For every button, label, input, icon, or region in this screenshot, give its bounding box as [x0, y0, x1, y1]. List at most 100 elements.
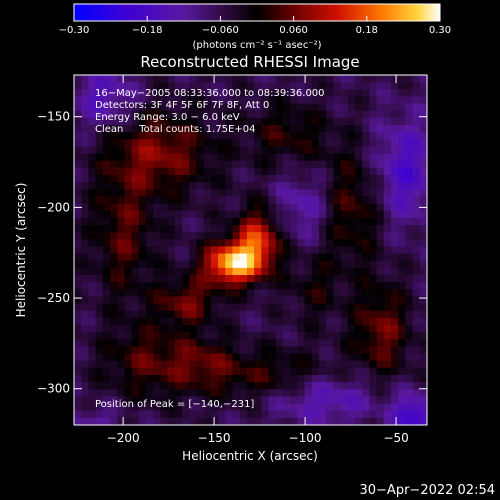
heatmap-cell — [225, 310, 234, 319]
heatmap-cell — [340, 89, 349, 98]
heatmap-cell — [297, 175, 306, 183]
heatmap-cell — [261, 403, 270, 412]
heatmap-cell — [326, 225, 334, 233]
heatmap-cell — [196, 82, 205, 90]
heatmap-cell — [153, 275, 162, 283]
heatmap-cell — [225, 217, 234, 226]
heatmap-cell — [340, 153, 349, 162]
heatmap-cell — [311, 89, 320, 98]
heatmap-cell — [196, 146, 205, 155]
heatmap-cell — [376, 267, 385, 276]
heatmap-cell — [239, 339, 248, 348]
heatmap-cell — [203, 289, 212, 298]
heatmap-cell — [88, 160, 97, 169]
heatmap-cell — [362, 103, 370, 112]
heatmap-cell — [340, 232, 349, 240]
x-tick-label: −50 — [383, 431, 408, 445]
heatmap-cell — [225, 403, 234, 412]
heatmap-cell — [225, 189, 234, 198]
heatmap-cell — [405, 189, 414, 198]
heatmap-cell — [167, 325, 176, 333]
heatmap-cell — [182, 232, 190, 240]
heatmap-cell — [138, 310, 147, 319]
heatmap-cell — [326, 332, 334, 340]
heatmap-cell — [290, 317, 298, 326]
heatmap-cell — [74, 117, 82, 126]
heatmap-cell — [239, 325, 248, 333]
heatmap-cell — [131, 389, 140, 398]
heatmap-cell — [182, 225, 190, 233]
heatmap-cell — [246, 103, 255, 112]
heatmap-cell — [318, 410, 327, 419]
heatmap-cell — [95, 339, 104, 348]
heatmap-cell — [333, 125, 342, 133]
heatmap-cell — [81, 275, 89, 283]
heatmap-cell — [333, 296, 342, 305]
heatmap-cell — [354, 275, 363, 283]
heatmap-cell — [304, 139, 313, 148]
heatmap-cell — [81, 160, 89, 169]
heatmap-cell — [146, 410, 154, 419]
heatmap-cell — [419, 296, 427, 305]
heatmap-cell — [74, 232, 82, 240]
heatmap-cell — [347, 239, 356, 248]
heatmap-cell — [95, 275, 104, 283]
heatmap-cell — [297, 146, 306, 155]
heatmap-cell — [225, 253, 234, 262]
heatmap-cell — [182, 110, 190, 119]
heatmap-cell — [275, 417, 284, 425]
heatmap-cell — [203, 232, 212, 240]
heatmap-cell — [203, 132, 212, 140]
heatmap-cell — [297, 375, 306, 383]
heatmap-cell — [102, 89, 111, 98]
heatmap-cell — [297, 389, 306, 398]
heatmap-cell — [174, 110, 183, 119]
heatmap-cell — [383, 75, 392, 83]
heatmap-cell — [297, 360, 306, 369]
heatmap-cell — [102, 139, 111, 148]
heatmap-cell — [218, 189, 226, 198]
heatmap-cell — [218, 310, 226, 319]
heatmap-cell — [290, 167, 298, 176]
heatmap-cell — [102, 403, 111, 412]
heatmap-cell — [203, 239, 212, 248]
heatmap-cell — [318, 82, 327, 90]
heatmap-cell — [326, 167, 334, 176]
heatmap-cell — [246, 182, 255, 190]
heatmap-cell — [268, 125, 277, 133]
heatmap-cell — [376, 167, 385, 176]
heatmap-cell — [311, 382, 320, 390]
heatmap-cell — [218, 217, 226, 226]
heatmap-cell — [81, 332, 89, 340]
heatmap-cell — [275, 253, 284, 262]
heatmap-cell — [254, 325, 262, 333]
heatmap-cell — [326, 310, 334, 319]
heatmap-cell — [376, 289, 385, 298]
heatmap-cell — [138, 110, 147, 119]
heatmap-cell — [146, 210, 154, 219]
heatmap-cell — [88, 296, 97, 305]
heatmap-cell — [326, 75, 334, 83]
heatmap-cell — [138, 396, 147, 405]
heatmap-cell — [333, 239, 342, 248]
heatmap-cell — [354, 239, 363, 248]
heatmap-cell — [196, 182, 205, 190]
heatmap-cell — [74, 89, 82, 98]
heatmap-cell — [254, 203, 262, 212]
heatmap-cell — [88, 410, 97, 419]
heatmap-cell — [354, 167, 363, 176]
heatmap-cell — [261, 96, 270, 105]
heatmap-cell — [196, 132, 205, 140]
heatmap-cell — [261, 339, 270, 348]
heatmap-cell — [232, 317, 241, 326]
heatmap-cell — [383, 246, 392, 255]
heatmap-cell — [138, 267, 147, 276]
heatmap-cell — [275, 189, 284, 198]
heatmap-cell — [160, 182, 169, 190]
heatmap-cell — [146, 103, 154, 112]
heatmap-cell — [282, 232, 291, 240]
heatmap-cell — [110, 175, 118, 183]
colorbar-tick-label: −0.060 — [202, 25, 239, 36]
heatmap-cell — [282, 346, 291, 355]
heatmap-cell — [88, 225, 97, 233]
